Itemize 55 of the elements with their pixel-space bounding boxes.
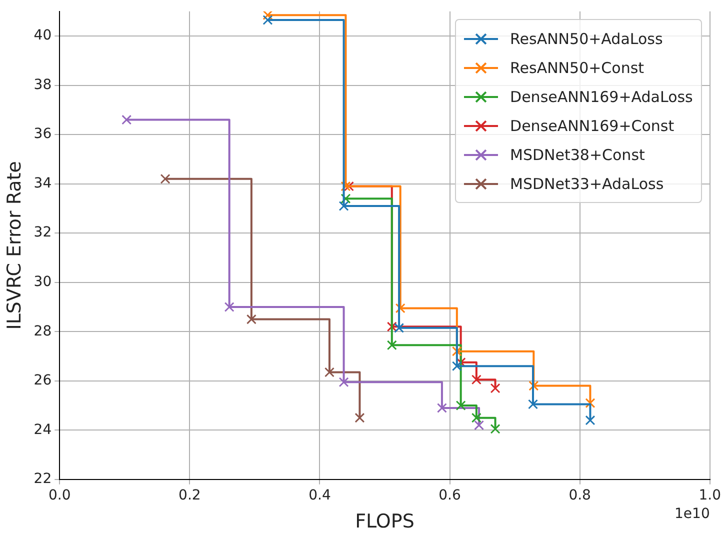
point (122, 114, 132, 125)
text: 1e10 (674, 506, 710, 522)
y-tick-label: 36 (34, 126, 52, 142)
y-tick-label: 26 (34, 372, 52, 389)
point (471, 374, 482, 385)
point (474, 420, 484, 430)
point (452, 346, 462, 356)
point (585, 398, 596, 408)
point (452, 361, 462, 372)
y-tick-label: 22 (34, 471, 52, 488)
point (456, 400, 466, 410)
y-tick-label: 30 (34, 274, 52, 290)
point (585, 415, 596, 426)
legend-label: MSDNet33+AdaLoss (510, 174, 664, 193)
x-tick-label: 0.2 (178, 487, 201, 504)
x-tick-label: 0.4 (308, 487, 331, 504)
y-tick-label: 38 (34, 76, 52, 93)
point (344, 181, 354, 192)
x-tick-label: 0.6 (438, 487, 461, 504)
x-tick-label: 0.0 (48, 487, 71, 504)
point (340, 194, 351, 204)
legend-label: MSDNet38+Const (510, 146, 645, 164)
y-tick-label: 34 (34, 175, 52, 192)
legend-label: DenseANN169+AdaLoss (510, 88, 693, 106)
point (386, 340, 397, 350)
point (386, 322, 397, 332)
legend-label: DenseANN169+Const (510, 116, 674, 135)
y-axis-title: ILSVRC Error Rate (3, 161, 26, 330)
point (160, 174, 170, 184)
point (471, 412, 482, 423)
point (340, 181, 351, 192)
y-tick-label: 40 (34, 28, 52, 44)
legend-label: ResANN50+AdaLoss (510, 30, 663, 48)
point (436, 402, 447, 413)
point (262, 15, 273, 26)
point (224, 302, 234, 312)
y-tick-label: 32 (34, 224, 52, 241)
x-tick-label: 0.8 (568, 487, 591, 504)
point (338, 200, 349, 211)
y-tick-label: 24 (34, 422, 52, 438)
point (394, 322, 404, 333)
point (246, 314, 256, 324)
point (528, 380, 539, 391)
point (338, 377, 349, 388)
point (324, 367, 334, 378)
x-tick-label: 1.0 (698, 487, 721, 504)
point (528, 399, 538, 410)
point (262, 11, 273, 20)
x-axis-title: FLOPS (355, 510, 414, 533)
y-tick-label: 28 (34, 323, 52, 340)
point (490, 424, 500, 434)
legend-label: ResANN50+Const (510, 58, 644, 77)
point (395, 303, 406, 314)
point (490, 383, 500, 394)
point (354, 412, 365, 423)
